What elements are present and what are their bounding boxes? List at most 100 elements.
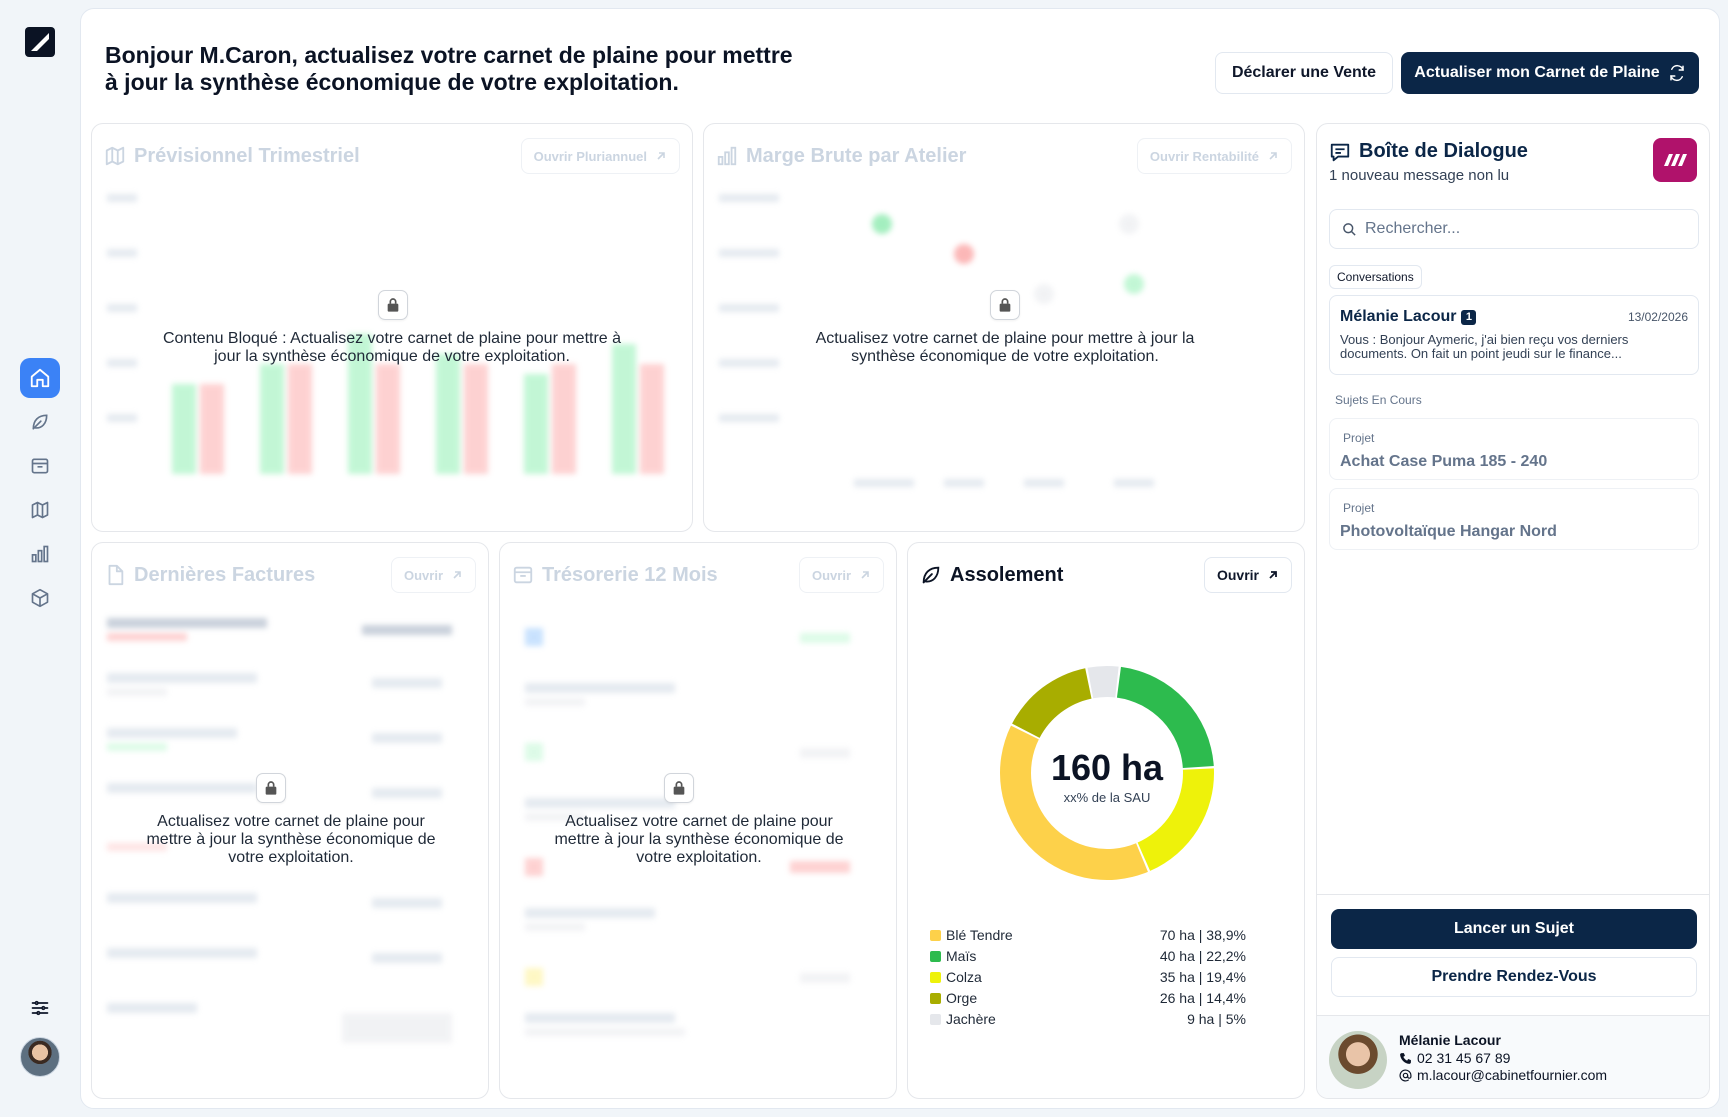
chat-title: Boîte de Dialogue [1359,140,1528,162]
partner-logo [1653,138,1697,182]
open-rentabilite-button[interactable]: Ouvrir Rentabilité [1136,138,1292,174]
phone-text: 02 31 45 67 89 [1417,1050,1511,1066]
legend-swatch [930,1013,941,1025]
legend-swatch [930,950,941,962]
conversations-label: Conversations [1329,265,1422,289]
advisor-avatar [1329,1031,1387,1089]
nav-home-button[interactable] [20,358,60,398]
at-icon [1399,1069,1412,1081]
open-label: Ouvrir [1216,567,1259,583]
topic-item[interactable]: Projet Photovoltaïque Hangar Nord [1329,488,1699,550]
open-label: Ouvrir [403,567,443,583]
legend-value: 9 ha | 5% [1187,1011,1246,1027]
donut-slice-jachere [1087,666,1119,699]
open-label: Ouvrir Rentabilité [1149,148,1259,164]
nav-archive-button[interactable] [20,446,60,486]
legend-label: Blé Tendre [946,927,1013,943]
user-avatar[interactable] [20,1037,60,1077]
settings-button[interactable] [20,988,60,1028]
legend-value: 26 ha | 14,4% [1159,990,1246,1006]
conversation-date: 13/02/2026 [1627,310,1688,324]
book-appointment-button[interactable]: Prendre Rendez-Vous [1331,957,1697,997]
divider [1317,894,1709,895]
legend-swatch [930,971,941,983]
advisor-email[interactable]: m.lacour@cabinetfournier.com [1399,1067,1607,1083]
donut-center-value: 160 ha [1051,747,1164,788]
blurred-list [525,628,850,1036]
open-tresorerie-button[interactable]: Ouvrir [798,557,884,593]
partner-logo-icon [1664,154,1687,166]
nav-charts-button[interactable] [20,534,60,574]
locked-message: Actualisez votre carnet de plaine pour m… [815,330,1195,365]
chat-panel: Boîte de Dialogue 1 nouveau message non … [1316,123,1710,1099]
topics-label: Sujets En Cours [1335,393,1422,407]
topic-title: Photovoltaïque Hangar Nord [1340,523,1557,540]
bar-chart-icon [717,146,737,166]
legend-label: Colza [946,969,982,985]
legend-item: Maïs 40 ha | 22,2% [930,947,1246,965]
legend-label: Jachère [946,1011,996,1027]
refresh-icon [1669,64,1684,82]
email-text: m.lacour@cabinetfournier.com [1417,1067,1608,1083]
bar-chart-icon [31,545,49,563]
sliders-icon [31,1000,49,1016]
donut-slice-ble-tendre [1000,725,1148,880]
donut-slice-orge [1012,668,1092,738]
refresh-logbook-button[interactable]: Actualiser mon Carnet de Plaine [1401,52,1699,94]
card-factures: Dernières Factures Ouvrir Actualisez vot… [91,542,489,1099]
card-title: Marge Brute par Atelier [746,144,967,167]
wallet-icon [513,566,533,584]
card-assolement: Assolement Ouvrir 160 ha xx% de la SAU B… [907,542,1305,1099]
locked-message: Actualisez votre carnet de plaine pour m… [554,813,844,866]
lock-badge [378,290,408,320]
map-icon [31,501,49,519]
blurred-chart [719,194,1154,487]
legend-label: Orge [946,990,978,1006]
legend-item: Jachère 9 ha | 5% [930,1010,1246,1028]
legend-value: 40 ha | 22,2% [1159,948,1246,964]
blurred-list [107,618,452,1043]
map-icon [105,146,125,166]
advisor-name: Mélanie Lacour [1399,1032,1501,1048]
unread-badge: 1 [1461,309,1477,325]
lock-icon [673,781,685,795]
card-marge-brute: Marge Brute par Atelier Ouvrir Rentabili… [703,123,1305,532]
legend-item: Blé Tendre 70 ha | 38,9% [930,926,1246,944]
topic-item[interactable]: Projet Achat Case Puma 185 - 240 [1329,418,1699,480]
advisor-contact: Mélanie Lacour 02 31 45 67 89 m.lacour@c… [1317,1015,1709,1098]
legend-swatch [930,992,941,1004]
advisor-phone[interactable]: 02 31 45 67 89 [1399,1050,1510,1066]
arrow-up-right-icon [657,152,665,160]
lock-icon [999,298,1011,312]
nav-package-button[interactable] [20,578,60,618]
chat-icon [1330,143,1350,161]
phone-icon [1400,1052,1411,1064]
conversation-item[interactable]: Mélanie Lacour 1 13/02/2026 Vous : Bonjou… [1329,295,1699,375]
legend-label: Maïs [946,948,977,964]
conversation-preview: Vous : Bonjour Aymeric, j'ai bien reçu v… [1340,332,1629,361]
app-logo[interactable] [24,26,56,58]
home-icon [30,368,50,388]
search-input[interactable] [1365,220,1685,238]
open-pluriannuel-button[interactable]: Ouvrir Pluriannuel [520,138,680,174]
card-title: Trésorerie 12 Mois [542,563,718,586]
lock-badge [664,773,694,803]
conversation-contact: Mélanie Lacour 1 [1340,308,1477,326]
arrow-up-right-icon [1269,571,1277,579]
chat-search[interactable] [1329,209,1699,249]
topic-kind: Projet [1343,501,1375,515]
start-topic-button[interactable]: Lancer un Sujet [1331,909,1697,949]
legend-value: 35 ha | 19,4% [1159,969,1246,985]
open-factures-button[interactable]: Ouvrir [390,557,476,593]
leaf-icon [32,414,48,430]
open-assolement-button[interactable]: Ouvrir [1203,557,1292,593]
legend-value: 70 ha | 38,9% [1159,927,1246,943]
locked-message: Contenu Bloqué : Actualisez votre carnet… [162,330,622,365]
nav-map-button[interactable] [20,490,60,530]
nav-crops-button[interactable] [20,402,60,442]
declare-sale-button[interactable]: Déclarer une Vente [1215,52,1393,94]
lock-badge [990,290,1020,320]
topic-title: Achat Case Puma 185 - 240 [1340,453,1548,470]
legend-swatch [930,929,941,941]
topic-kind: Projet [1343,431,1375,445]
